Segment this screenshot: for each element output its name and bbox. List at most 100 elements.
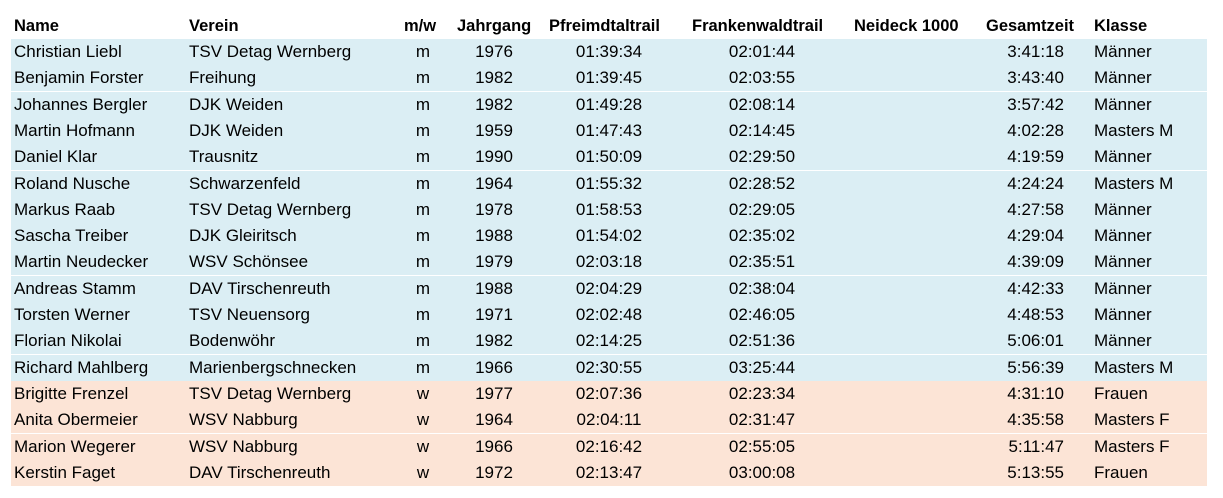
cell-mw: m (415, 252, 431, 272)
header-klasse: Klasse (1094, 17, 1148, 35)
header-row: Name Verein m/w Jahrgang Pfreimdtaltrail… (0, 13, 1223, 39)
cell-name: Daniel Klar (14, 147, 98, 167)
cell-frankenwaldtrail: 02:35:02 (728, 226, 796, 246)
header-mw: m/w (404, 17, 437, 35)
cell-jahrgang: 1972 (475, 462, 513, 482)
header-neideck: Neideck 1000 (854, 17, 959, 35)
cell-klasse: Männer (1094, 226, 1152, 246)
cell-name: Marion Wegerer (14, 436, 136, 456)
row-background (11, 275, 1207, 302)
cell-klasse: Masters M (1094, 357, 1174, 377)
cell-verein: WSV Nabburg (189, 410, 298, 430)
row-background (11, 249, 1207, 276)
cell-name: Anita Obermeier (14, 410, 138, 430)
cell-jahrgang: 1977 (475, 383, 513, 403)
cell-name: Roland Nusche (14, 173, 131, 193)
cell-verein: DAV Tirschenreuth (189, 462, 331, 482)
cell-gesamtzeit: 4:19:59 (1007, 147, 1064, 167)
table-row: Brigitte Frenzel TSV Detag Wernberg w 1977 0… (0, 380, 1223, 407)
cell-gesamtzeit: 5:11:47 (1008, 436, 1064, 456)
cell-mw: m (415, 68, 431, 88)
cell-frankenwaldtrail: 02:55:05 (728, 436, 796, 456)
cell-pfreimdtaltrail: 02:04:11 (576, 410, 642, 430)
cell-klasse: Männer (1094, 94, 1152, 114)
table-row: Benjamin Forster Freihung m 1982 01:39:45 02:… (0, 65, 1223, 92)
header-name: Name (14, 17, 59, 35)
table-row: Sascha Treiber DJK Gleiritsch m 1988 01:54:0… (0, 223, 1223, 250)
cell-name: Kerstin Faget (14, 462, 116, 482)
cell-jahrgang: 1964 (475, 173, 513, 193)
cell-pfreimdtaltrail: 01:54:02 (575, 226, 643, 246)
cell-pfreimdtaltrail: 02:30:55 (575, 357, 643, 377)
cell-name: Florian Nikolai (14, 331, 122, 351)
row-background (11, 407, 1207, 434)
row-background (11, 328, 1207, 355)
cell-verein: Trausnitz (189, 147, 259, 167)
cell-gesamtzeit: 4:29:04 (1007, 226, 1064, 246)
table-row: Daniel Klar Trausnitz m 1990 01:50:09 02:29:5… (0, 144, 1223, 171)
cell-mw: m (415, 94, 431, 114)
table-row: Martin Hofmann DJK Weiden m 1959 01:47:43 02:… (0, 117, 1223, 144)
table-row: Anita Obermeier WSV Nabburg w 1964 02:04:11 0… (0, 407, 1223, 434)
cell-pfreimdtaltrail: 01:47:43 (575, 120, 643, 140)
table-row: Roland Nusche Schwarzenfeld m 1964 01:55:32 0… (0, 170, 1223, 197)
cell-frankenwaldtrail: 02:31:47 (728, 410, 796, 430)
cell-mw: m (415, 120, 431, 140)
cell-frankenwaldtrail: 03:00:08 (728, 462, 796, 482)
cell-frankenwaldtrail: 02:28:52 (728, 173, 796, 193)
cell-name: Torsten Werner (14, 305, 130, 324)
cell-jahrgang: 1982 (475, 94, 513, 114)
table-row: Markus Raab TSV Detag Wernberg m 1978 01:58:… (0, 196, 1223, 223)
cell-frankenwaldtrail: 02:08:14 (728, 94, 796, 114)
cell-jahrgang: 1982 (475, 331, 513, 351)
cell-frankenwaldtrail: 02:29:50 (728, 147, 796, 167)
cell-frankenwaldtrail: 03:25:44 (728, 357, 796, 377)
row-background (11, 65, 1207, 92)
cell-klasse: Männer (1094, 305, 1152, 324)
cell-verein: DAV Tirschenreuth (189, 278, 331, 298)
cell-frankenwaldtrail: 02:03:55 (728, 68, 796, 88)
header-gesamtzeit: Gesamtzeit (986, 17, 1075, 35)
table-row: Johannes Bergler DJK Weiden m 1982 01:49:28 0… (0, 91, 1223, 118)
cell-jahrgang: 1978 (475, 199, 513, 219)
cell-mw: m (415, 357, 431, 377)
cell-gesamtzeit: 3:57:42 (1007, 94, 1064, 114)
row-background (11, 39, 1207, 65)
header-frankenwaldtrail: Frankenwaldtrail (692, 17, 824, 35)
cell-gesamtzeit: 4:24:24 (1007, 173, 1064, 193)
row-background (11, 354, 1207, 381)
cell-klasse: Männer (1094, 42, 1152, 61)
cell-name: Brigitte Frenzel (14, 383, 129, 403)
table-row: Christian Liebl TSV Detag Wernberg m 1976 01… (0, 39, 1223, 65)
cell-mw: m (415, 331, 431, 351)
cell-gesamtzeit: 4:35:58 (1007, 410, 1064, 430)
cell-gesamtzeit: 4:48:53 (1007, 305, 1064, 324)
cell-klasse: Masters M (1094, 173, 1174, 193)
cell-verein: DJK Gleiritsch (189, 226, 297, 246)
cell-name: Andreas Stamm (14, 278, 136, 298)
row-background (11, 223, 1207, 250)
cell-verein: TSV Detag Wernberg (189, 42, 352, 61)
cell-jahrgang: 1982 (475, 68, 513, 88)
cell-frankenwaldtrail: 02:46:05 (728, 305, 796, 324)
cell-jahrgang: 1979 (475, 252, 513, 272)
cell-gesamtzeit: 5:13:55 (1007, 462, 1064, 482)
cell-jahrgang: 1971 (475, 305, 513, 324)
table-row: Florian Nikolai Bodenwöhr m 1982 02:14:25 02:… (0, 328, 1223, 355)
row-background (11, 144, 1207, 171)
cell-verein: TSV Detag Wernberg (189, 199, 352, 219)
cell-name: Martin Hofmann (14, 120, 135, 140)
cell-mw: m (415, 173, 431, 193)
row-background (11, 380, 1207, 407)
cell-pfreimdtaltrail: 01:39:34 (575, 42, 643, 61)
cell-pfreimdtaltrail: 02:14:25 (575, 331, 643, 351)
cell-mw: m (415, 278, 431, 298)
cell-mw: w (416, 383, 430, 403)
cell-gesamtzeit: 4:42:33 (1007, 278, 1064, 298)
cell-name: Christian Liebl (14, 42, 122, 61)
cell-frankenwaldtrail: 02:23:34 (728, 383, 796, 403)
cell-gesamtzeit: 5:56:39 (1007, 357, 1064, 377)
cell-name: Johannes Bergler (14, 94, 148, 114)
cell-verein: TSV Neuensorg (189, 305, 310, 324)
table-row: Martin Neudecker WSV Schönsee m 1979 02:03:1… (0, 249, 1223, 276)
